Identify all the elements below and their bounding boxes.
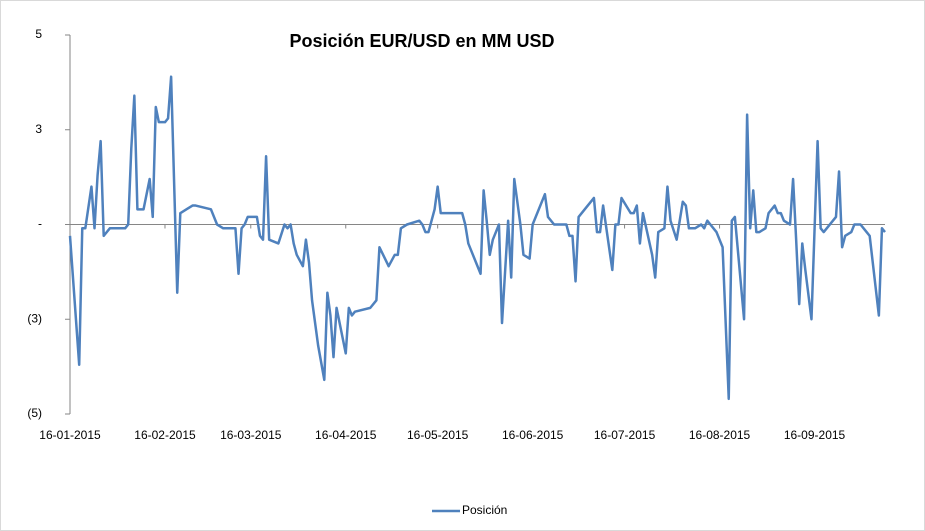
y-tick-label: -: [38, 217, 42, 231]
legend-label: Posición: [462, 503, 507, 517]
x-tick-label: 16-07-2015: [594, 428, 656, 442]
x-tick-label: 16-06-2015: [502, 428, 564, 442]
x-tick-label: 16-05-2015: [407, 428, 469, 442]
x-tick-label: 16-01-2015: [39, 428, 101, 442]
data-line: [68, 75, 886, 401]
y-tick-label: (5): [27, 406, 42, 420]
x-tick-label: 16-03-2015: [220, 428, 282, 442]
x-tick-label: 16-04-2015: [315, 428, 377, 442]
y-tick-label: 3: [35, 122, 42, 136]
y-tick-label: (3): [27, 311, 42, 325]
x-tick-label: 16-08-2015: [689, 428, 751, 442]
x-tick-label: 16-09-2015: [784, 428, 846, 442]
chart-title: Posición EUR/USD en MM USD: [289, 31, 554, 51]
y-tick-label: 5: [35, 27, 42, 41]
x-tick-label: 16-02-2015: [134, 428, 196, 442]
